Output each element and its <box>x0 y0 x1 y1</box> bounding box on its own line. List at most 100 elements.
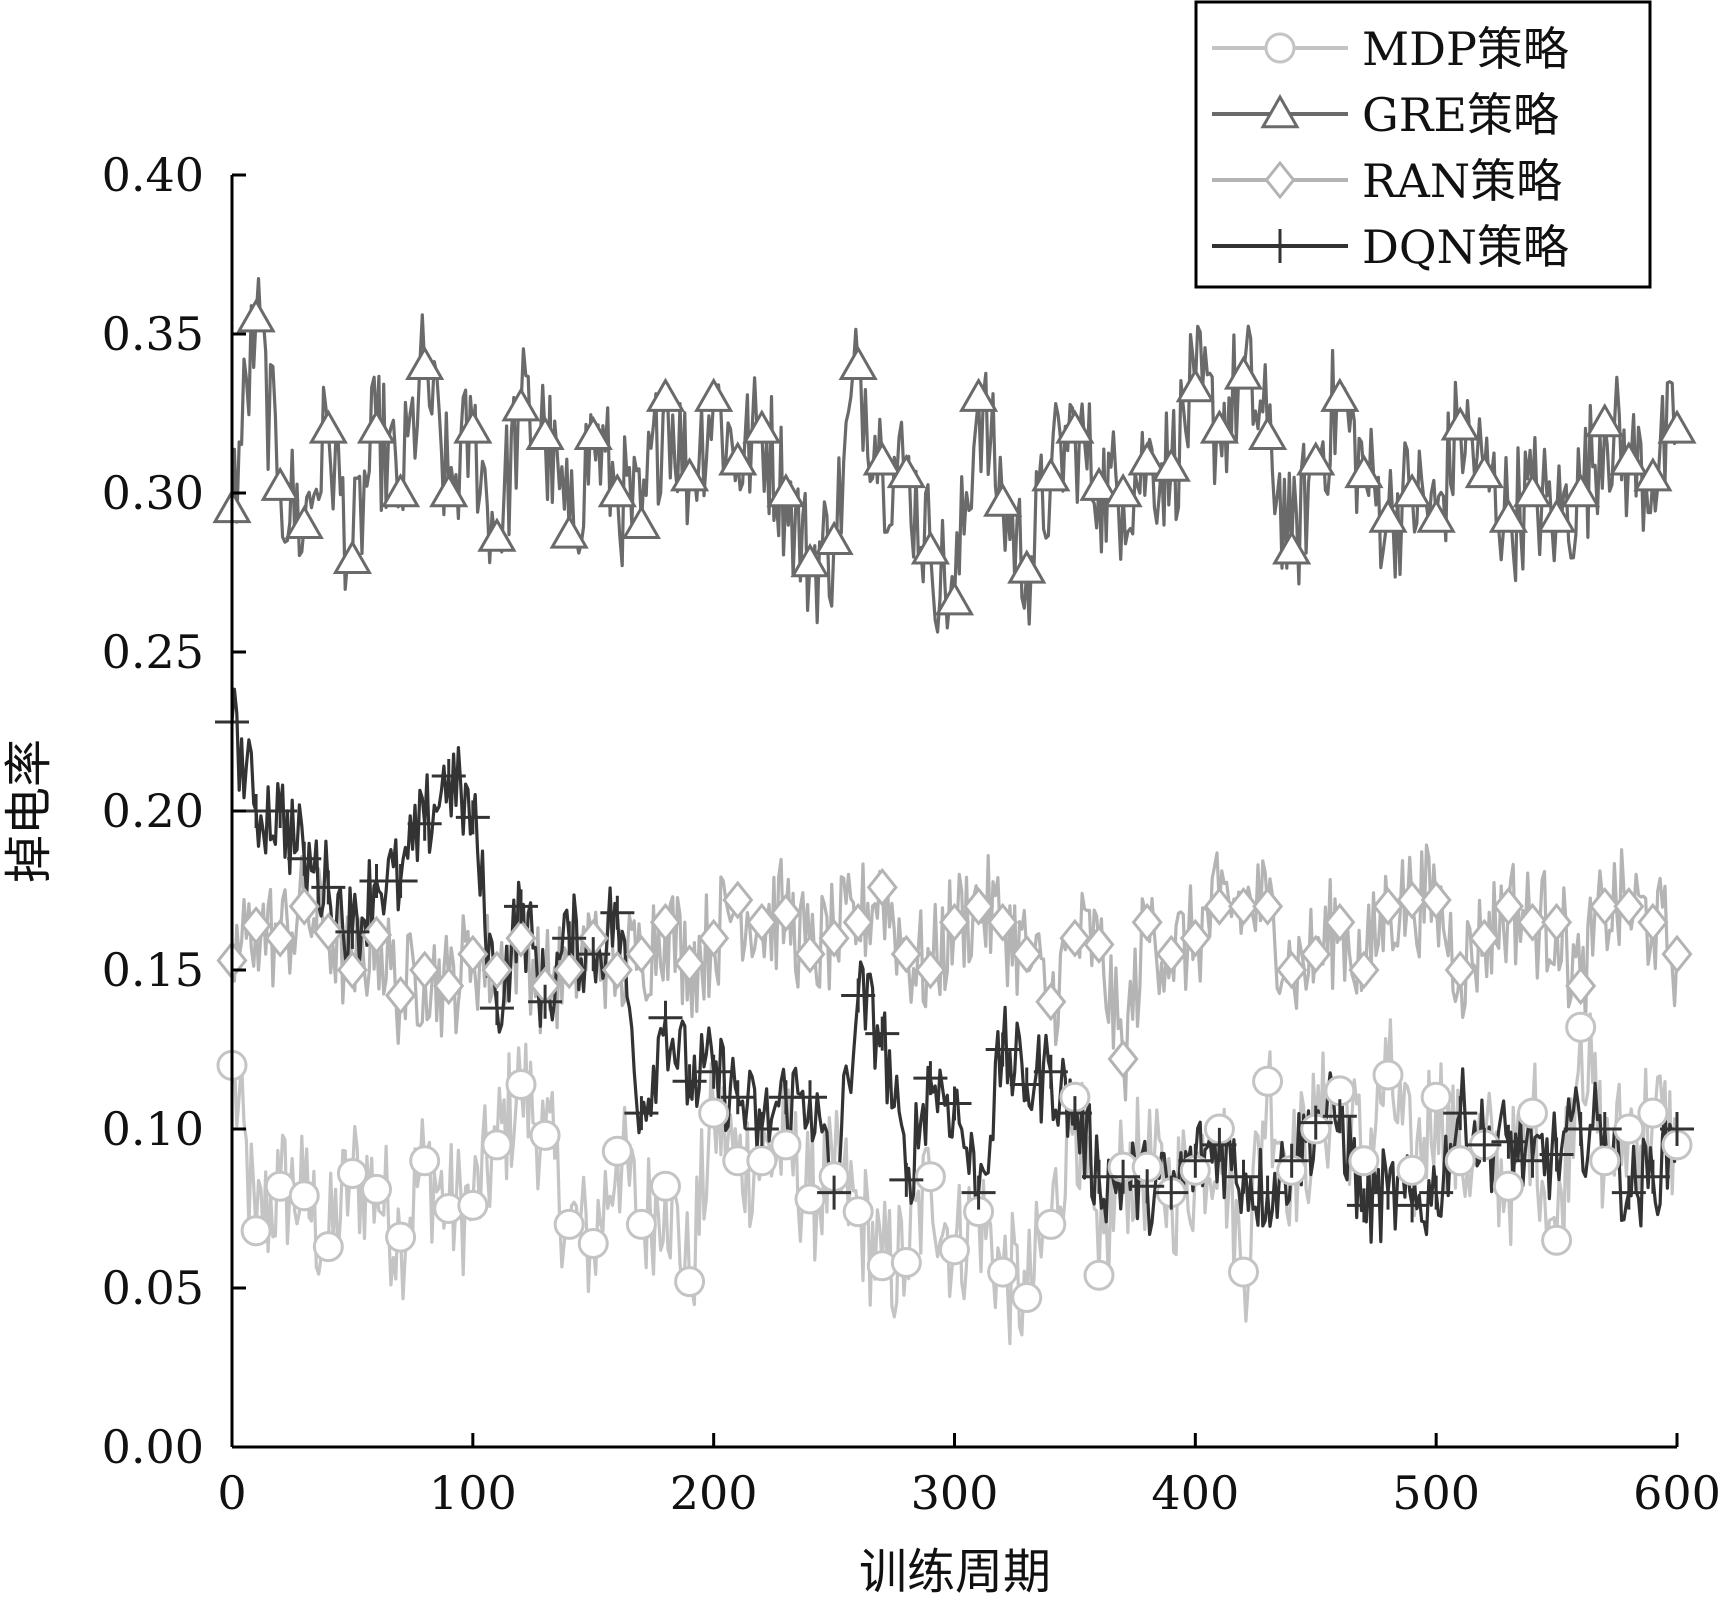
triangle-series-point <box>910 530 951 565</box>
legend-marker-circle-series <box>1264 32 1296 64</box>
plus-series-point <box>455 800 490 835</box>
circle-series-point <box>312 1231 344 1263</box>
plot-markers <box>212 298 1697 1314</box>
plus-series-point <box>1322 1099 1357 1134</box>
triangle-series-point <box>308 409 348 444</box>
circle-series-point <box>288 1180 320 1212</box>
triangle-series-point <box>1368 498 1408 533</box>
x-tick-label: 600 <box>1633 1466 1721 1520</box>
diamond-series-point <box>1083 925 1115 964</box>
plus-series-point <box>263 794 298 828</box>
diamond-series-point <box>1541 902 1573 942</box>
triangle-series-point <box>477 517 517 552</box>
diamond-series-point <box>1589 886 1621 926</box>
diamond-series-point <box>481 950 513 990</box>
plus-series-point <box>1467 1127 1502 1162</box>
triangle-series-point <box>934 581 975 616</box>
circle-series-point <box>336 1158 368 1190</box>
diamond-series-point <box>1179 918 1211 958</box>
circle-series-point <box>505 1068 537 1100</box>
y-tick-label: 0.05 <box>102 1261 204 1315</box>
diamond-series-point <box>601 950 633 990</box>
circle-series-point <box>939 1234 970 1266</box>
circle-series-point <box>698 1097 730 1129</box>
triangle-series-point <box>766 472 806 508</box>
circle-series-point <box>1589 1145 1621 1177</box>
triangle-series-point <box>429 472 469 508</box>
diamond-series-point <box>288 886 320 926</box>
plus-series-point <box>1611 1175 1646 1210</box>
circle-series-point <box>842 1196 874 1228</box>
plus-series-point <box>648 1000 683 1035</box>
x-tick-label: 500 <box>1392 1466 1480 1520</box>
diamond-series-point <box>1420 880 1452 920</box>
x-tick-label: 300 <box>911 1466 999 1520</box>
triangle-series-point <box>1247 415 1288 451</box>
circle-series-point <box>553 1208 585 1240</box>
diamond-series-point <box>890 934 922 974</box>
diamond-series-point <box>1107 1039 1139 1079</box>
diamond-series-point <box>385 976 417 1015</box>
diamond-series-point <box>1637 902 1669 942</box>
plus-series-point <box>1419 1175 1454 1210</box>
circle-series-point <box>1083 1259 1115 1291</box>
triangle-series-point <box>549 514 589 549</box>
plus-series-point <box>865 1016 900 1051</box>
plus-series-point <box>696 1054 731 1089</box>
diamond-series-point <box>1252 886 1284 926</box>
triangle-series-point <box>1320 377 1360 412</box>
x-tick-label: 200 <box>670 1466 758 1520</box>
diamond-series-point <box>1059 918 1091 958</box>
x-tick-label: 400 <box>1151 1466 1239 1520</box>
diamond-series-point <box>1300 934 1332 974</box>
circle-series-point <box>577 1227 609 1259</box>
circle-series-point <box>987 1256 1019 1288</box>
plus-series-point <box>1298 1105 1333 1140</box>
plus-series-point <box>744 1112 779 1146</box>
triangle-series-point <box>1536 498 1577 533</box>
diamond-series-point <box>1348 950 1380 990</box>
circle-series-point <box>529 1119 561 1151</box>
plus-series-point <box>335 914 370 949</box>
triangle-series-point <box>405 345 445 381</box>
triangle-series-point <box>1416 498 1456 533</box>
diamond-series-point <box>818 918 850 958</box>
legend-label: RAN策略 <box>1362 154 1562 208</box>
plus-series-point <box>1274 1143 1309 1178</box>
y-axis-title: 掉电率 <box>1 739 57 883</box>
triangle-series-point <box>621 504 662 540</box>
circle-series-point <box>1348 1145 1380 1177</box>
plus-series-point <box>937 1086 972 1121</box>
plus-series-point <box>1106 1159 1141 1194</box>
plus-series-point <box>287 841 322 876</box>
diamond-series-point <box>1492 886 1524 926</box>
plus-series-point <box>817 1175 852 1210</box>
diamond-series-point <box>433 966 465 1006</box>
y-tick-label: 0.25 <box>102 625 204 679</box>
plus-series-point <box>504 889 538 924</box>
x-ticks: 0 100 200 300 400 500 600 <box>217 1433 1721 1520</box>
triangle-series-point <box>1344 453 1384 489</box>
triangle-series-point <box>1175 368 1215 403</box>
triangle-series-point <box>453 409 493 444</box>
plus-series-point <box>1226 1159 1261 1194</box>
circle-series-point <box>746 1145 778 1177</box>
circle-series-point <box>409 1145 441 1177</box>
diamond-series-point <box>866 867 898 907</box>
plus-series-point <box>1178 1143 1213 1178</box>
y-tick-label: 0.40 <box>102 148 204 202</box>
diamond-series-point <box>336 950 368 990</box>
diamond-series-point <box>1516 902 1549 942</box>
triangle-series-point <box>790 542 830 578</box>
circle-series-point <box>1444 1145 1476 1177</box>
diamond-series-point <box>1155 934 1187 974</box>
y-tick-label: 0.30 <box>102 466 204 520</box>
triangle-series-point <box>862 441 902 476</box>
circle-series-point <box>1396 1154 1428 1186</box>
diamond-series-point <box>963 886 995 926</box>
y-tick-label: 0.35 <box>102 307 204 361</box>
diamond-series-point <box>505 918 537 958</box>
diamond-series-point <box>1227 886 1260 926</box>
triangle-series-point <box>886 453 926 489</box>
plus-series-point <box>600 895 635 930</box>
